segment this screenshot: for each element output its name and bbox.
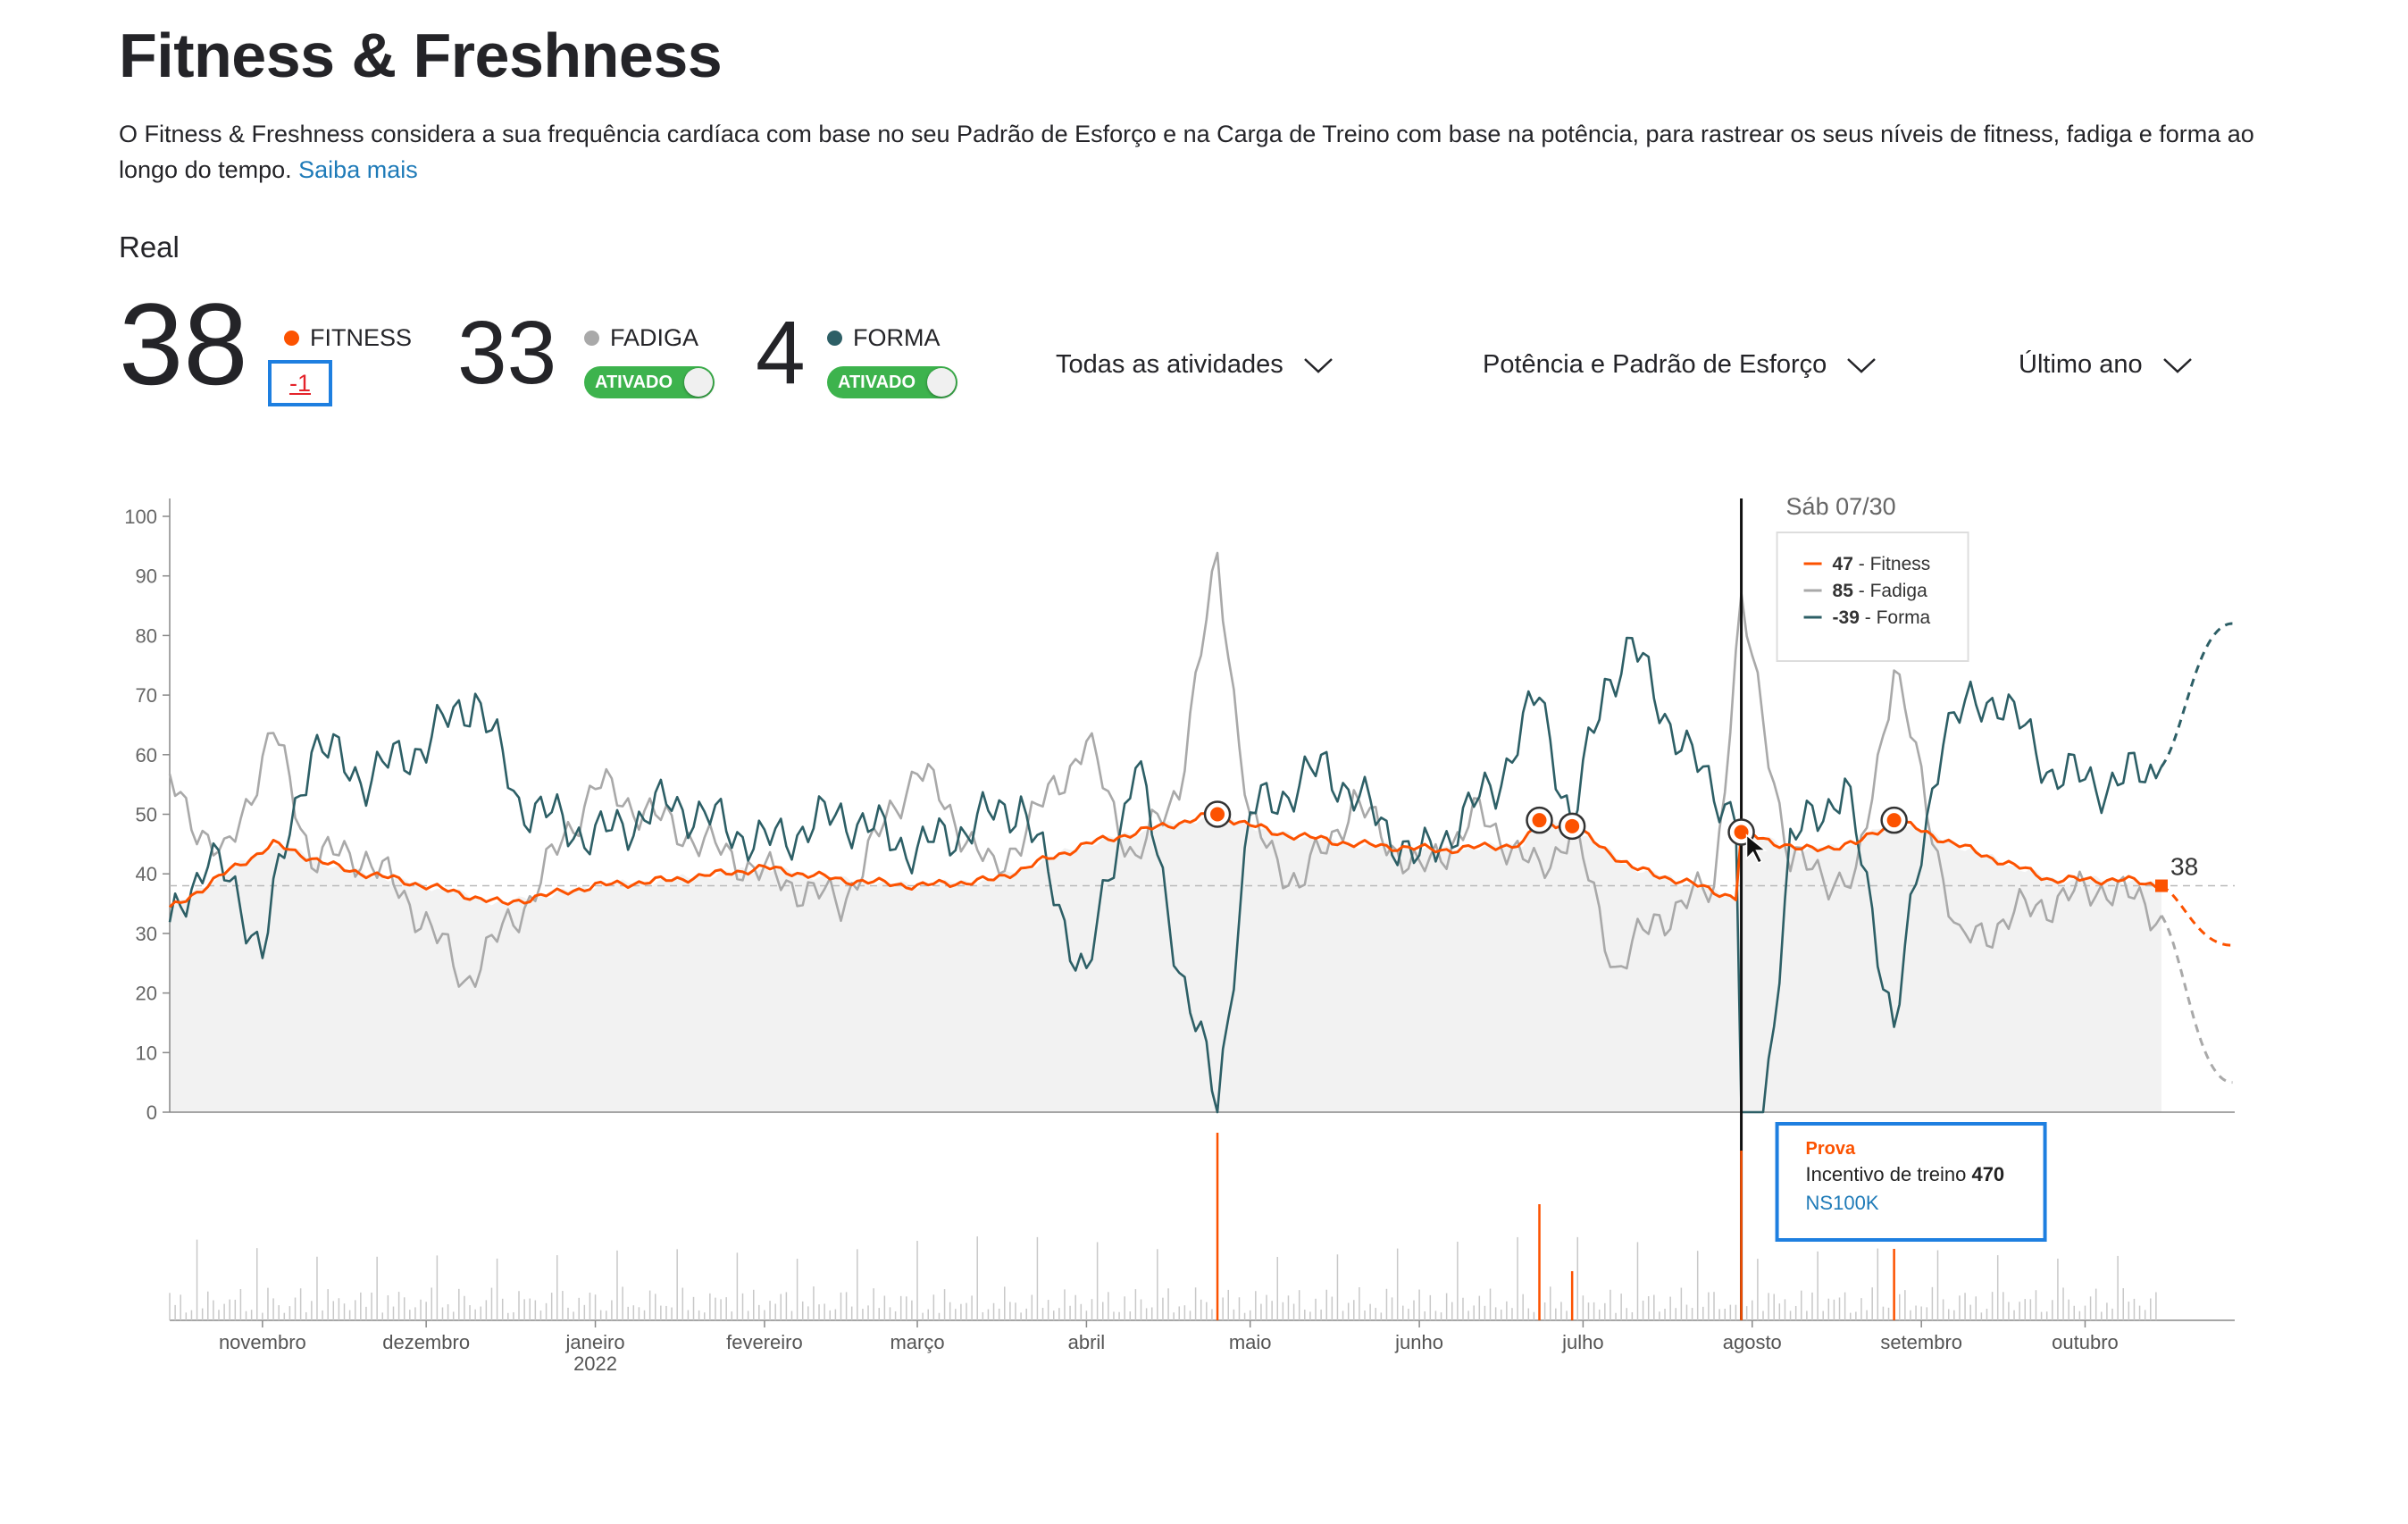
y-tick-label: 60 xyxy=(136,744,157,766)
x-tick-label: março xyxy=(890,1331,944,1353)
metric-dropdown-label: Potência e Padrão de Esforço xyxy=(1483,350,1827,379)
race-marker-dot xyxy=(1734,825,1749,840)
race-marker-dot xyxy=(1532,813,1547,828)
race-marker-dot xyxy=(1886,813,1902,828)
x-tick-label: fevereiro xyxy=(726,1331,803,1353)
x-tick-label: novembro xyxy=(219,1331,306,1353)
y-tick-label: 20 xyxy=(136,983,157,1005)
x-tick-label: agosto xyxy=(1723,1331,1782,1353)
range-dropdown[interactable]: Último ano xyxy=(2019,350,2193,380)
tooltip-value: 47 xyxy=(1833,554,1853,574)
forma-legend: FORMA xyxy=(827,324,941,352)
event-card xyxy=(1775,1122,2047,1242)
page-description: O Fitness & Freshness considera a sua fr… xyxy=(119,116,2298,188)
y-tick-label: 80 xyxy=(136,624,157,647)
fitness-legend: FITNESS xyxy=(284,324,412,352)
fitness-dot-icon xyxy=(284,331,299,346)
y-tick-label: 90 xyxy=(136,565,157,588)
tooltip-date: Sáb 07/30 xyxy=(1786,493,1896,520)
y-tick-label: 70 xyxy=(136,684,157,707)
fadiga-dot-icon xyxy=(584,331,599,346)
end-marker xyxy=(2155,879,2168,892)
forma-label: FORMA xyxy=(853,324,941,351)
forma-value: 4 xyxy=(756,303,806,403)
event-text-label: Incentivo de treino xyxy=(1806,1163,1972,1185)
event-value: 470 xyxy=(1971,1163,2004,1185)
fitness-value: 38 xyxy=(119,279,248,409)
projection-fitness xyxy=(2161,884,2233,947)
end-value-label: 38 xyxy=(2170,853,2198,881)
fitness-area xyxy=(170,812,2161,1112)
projection-fadiga xyxy=(2160,915,2233,1084)
fitness-delta[interactable]: -1 xyxy=(268,360,332,406)
section-label: Real xyxy=(119,230,180,264)
activities-dropdown[interactable]: Todas as atividades xyxy=(1056,350,1334,380)
tooltip-value: 85 xyxy=(1833,581,1854,601)
fitness-label: FITNESS xyxy=(310,324,413,351)
fitness-chart[interactable]: 0 10 20 30 40 50 60 70 80 90 100 38 novembro dezembro… xyxy=(0,482,2408,1411)
tooltip-row: 47 - Fitness xyxy=(1833,554,1931,574)
page-title: Fitness & Freshness xyxy=(119,21,723,90)
tooltip-row: 85 - Fadiga xyxy=(1833,581,1928,601)
forma-toggle[interactable]: ATIVADO xyxy=(827,366,957,398)
tooltip-label: - Fadiga xyxy=(1853,581,1927,601)
learn-more-link[interactable]: Saiba mais xyxy=(298,156,418,183)
forma-toggle-label: ATIVADO xyxy=(838,373,916,392)
event-type: Prova xyxy=(1806,1139,1856,1159)
race-marker-dot xyxy=(1210,807,1225,822)
x-tick-label: janeiro xyxy=(565,1331,625,1353)
x-tick-label: outubro xyxy=(2052,1331,2119,1353)
description-text: O Fitness & Freshness considera a sua fr… xyxy=(119,121,2254,183)
tooltip-box xyxy=(1776,532,1969,662)
y-tick-label: 10 xyxy=(136,1042,157,1064)
toggle-knob xyxy=(927,368,956,397)
series-line-fadiga xyxy=(168,551,2163,988)
forma-dot-icon xyxy=(827,331,842,346)
y-tick-label: 30 xyxy=(136,923,157,945)
mouse-pointer-icon xyxy=(1745,833,1768,865)
fadiga-toggle[interactable]: ATIVADO xyxy=(584,366,715,398)
x-tick-sublabel: 2022 xyxy=(573,1352,617,1375)
fadiga-toggle-label: ATIVADO xyxy=(595,373,673,392)
series-line-fitness xyxy=(168,812,2162,909)
y-tick-label: 100 xyxy=(124,506,157,528)
activities-dropdown-label: Todas as atividades xyxy=(1056,350,1283,379)
x-tick-label: julho xyxy=(1561,1331,1603,1353)
series-line-forma xyxy=(168,636,2163,1114)
tooltip-value: -39 xyxy=(1833,607,1860,628)
fadiga-label: FADIGA xyxy=(610,324,699,351)
event-text: Incentivo de treino 470 xyxy=(1806,1163,2005,1185)
y-tick-label: 0 xyxy=(146,1101,157,1124)
x-tick-label: dezembro xyxy=(382,1331,470,1353)
chevron-down-icon xyxy=(1847,357,1877,373)
fadiga-legend: FADIGA xyxy=(584,324,698,352)
x-tick-label: maio xyxy=(1229,1331,1272,1353)
tooltip-row: -39 - Forma xyxy=(1833,607,1931,628)
x-tick-label: abril xyxy=(1068,1331,1106,1353)
tooltip-label: - Fitness xyxy=(1853,554,1930,574)
x-tick-label: junho xyxy=(1394,1331,1443,1353)
metric-dropdown[interactable]: Potência e Padrão de Esforço xyxy=(1483,350,1877,380)
event-name-link[interactable]: NS100K xyxy=(1806,1192,1879,1214)
toggle-knob xyxy=(684,368,713,397)
fadiga-value: 33 xyxy=(457,303,557,403)
range-dropdown-label: Último ano xyxy=(2019,350,2143,379)
chevron-down-icon xyxy=(2162,357,2192,373)
chevron-down-icon xyxy=(1303,357,1333,373)
tooltip-label: - Forma xyxy=(1860,607,1931,628)
y-tick-label: 50 xyxy=(136,804,157,826)
y-tick-label: 40 xyxy=(136,863,157,885)
projection-forma xyxy=(2160,622,2233,768)
x-tick-label: setembro xyxy=(1880,1331,1962,1353)
race-marker-dot xyxy=(1565,818,1580,833)
